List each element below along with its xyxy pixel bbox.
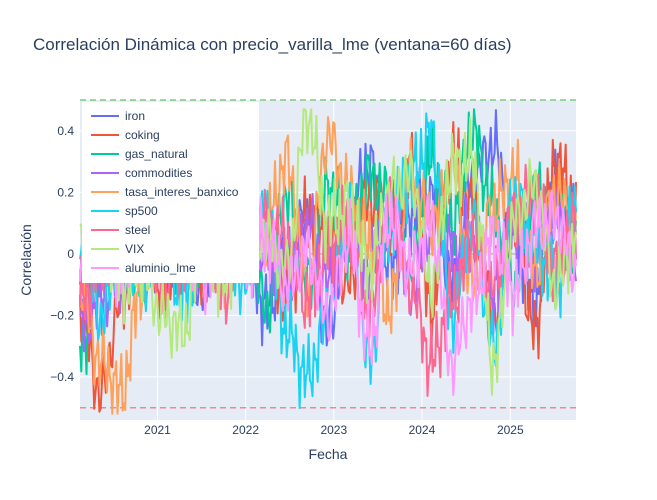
y-tick-label: 0.4 (57, 124, 74, 138)
x-axis-title: Fecha (309, 446, 348, 462)
chart-title: Correlación Dinámica con precio_varilla_… (33, 35, 512, 54)
legend-label: steel (125, 223, 150, 237)
legend-item-steel[interactable]: steel (91, 223, 150, 237)
y-tick-label: 0 (67, 247, 74, 261)
x-tick-label: 2025 (497, 423, 524, 437)
legend-item-tasa-interes-banxico[interactable]: tasa_interes_banxico (91, 185, 239, 199)
legend: iron coking gas_natural commodities tasa_int… (82, 102, 259, 283)
y-tick-label: 0.2 (57, 185, 74, 199)
legend-item-coking[interactable]: coking (91, 128, 160, 142)
y-tick-label: −0.4 (50, 370, 74, 384)
legend-label: sp500 (125, 204, 158, 218)
legend-item-gas-natural[interactable]: gas_natural (91, 147, 188, 161)
legend-item-vix[interactable]: VIX (91, 242, 144, 256)
x-tick-label: 2021 (144, 423, 171, 437)
x-tick-label: 2024 (409, 423, 436, 437)
legend-item-commodities[interactable]: commodities (91, 166, 192, 180)
y-axis-title: Correlación (18, 224, 34, 296)
legend-label: tasa_interes_banxico (125, 185, 239, 199)
legend-item-aluminio-lme[interactable]: aluminio_lme (91, 261, 196, 275)
legend-label: VIX (125, 242, 144, 256)
legend-label: gas_natural (125, 147, 188, 161)
legend-item-sp500[interactable]: sp500 (91, 204, 158, 218)
legend-item-iron[interactable]: iron (91, 109, 145, 123)
y-tick-label: −0.2 (50, 308, 74, 322)
x-tick-label: 2022 (232, 423, 259, 437)
x-tick-label: 2023 (320, 423, 347, 437)
legend-label: commodities (125, 166, 192, 180)
legend-label: aluminio_lme (125, 261, 196, 275)
axes: 0.4 0.2 0 −0.2 −0.4 2021 2022 2023 2024 2025 (50, 124, 524, 437)
legend-label: iron (125, 109, 145, 123)
legend-label: coking (125, 128, 160, 142)
